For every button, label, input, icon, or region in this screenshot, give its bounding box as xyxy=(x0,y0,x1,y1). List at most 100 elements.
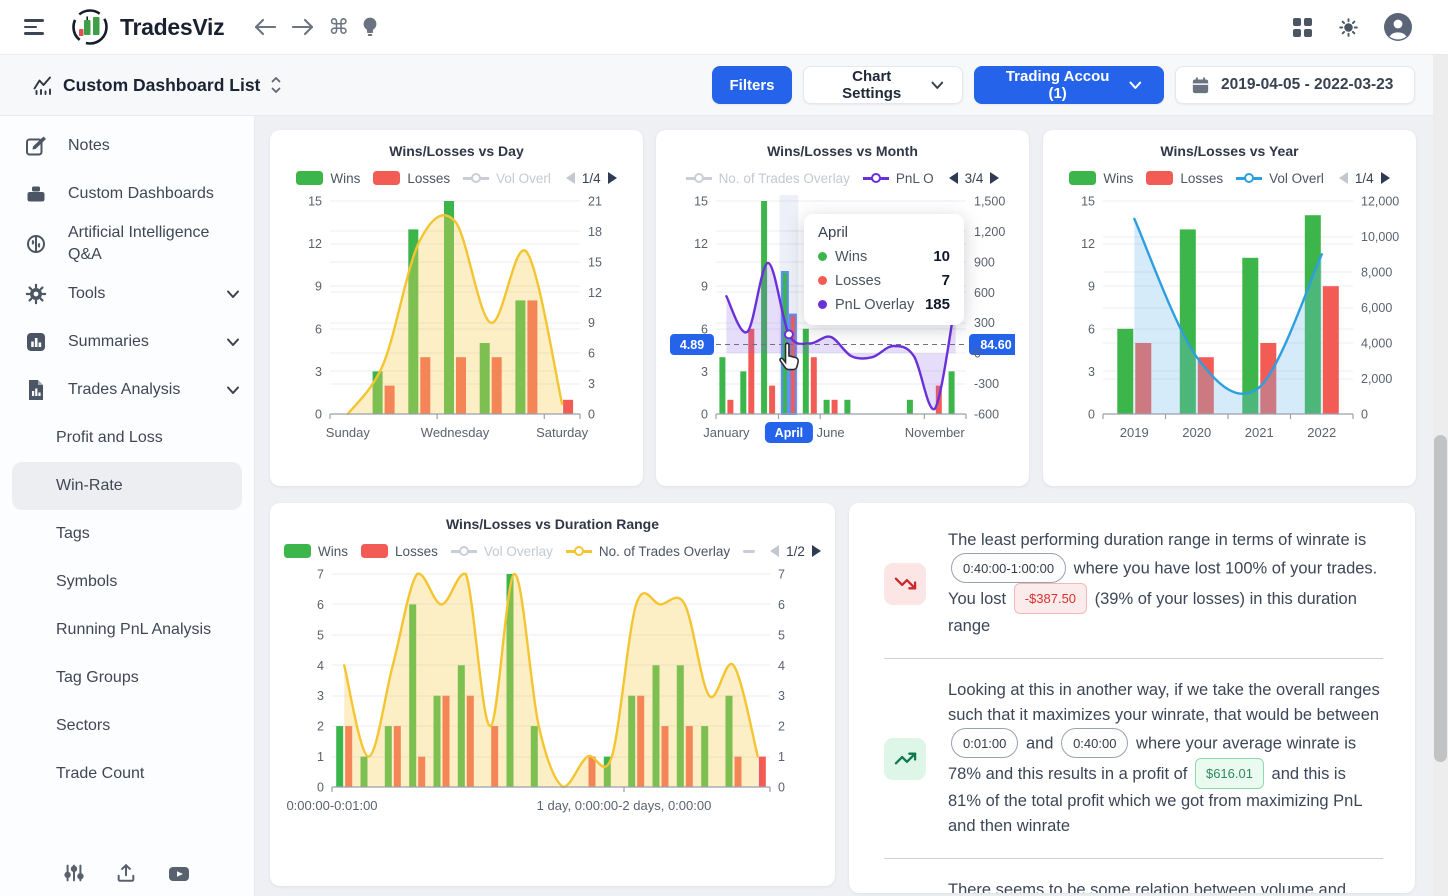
sidebar-item-label: Sectors xyxy=(56,717,111,734)
calendar-icon xyxy=(1192,76,1209,93)
legend-swatch xyxy=(373,171,401,185)
legend-item-vol-overl[interactable]: Vol Overl xyxy=(1236,171,1324,186)
svg-text:0: 0 xyxy=(1361,408,1368,422)
filters-button[interactable]: Filters xyxy=(712,66,792,104)
tooltip-series-label: PnL Overlay xyxy=(835,296,915,313)
legend-item-vol-overlay[interactable]: Vol Overlay xyxy=(450,544,553,559)
legend-item-wins[interactable]: Wins xyxy=(1069,171,1133,186)
chart-settings-button[interactable]: Chart Settings xyxy=(803,66,963,104)
legend-prev-arrow[interactable] xyxy=(948,172,958,184)
profit-amount-badge: $616.01 xyxy=(1194,758,1264,789)
apps-grid-icon[interactable] xyxy=(1292,12,1313,42)
forward-arrow-icon[interactable] xyxy=(290,12,316,42)
sidebar-item-summaries[interactable]: Summaries xyxy=(0,318,254,366)
legend-line-marker xyxy=(685,172,712,184)
svg-text:3: 3 xyxy=(1088,365,1095,379)
wins-bar xyxy=(725,695,733,787)
scrollbar-thumb[interactable] xyxy=(1434,435,1447,762)
chart-legend: Wins Losses Vol Overl 1/4 xyxy=(1043,167,1416,189)
sidebar-item-notes[interactable]: Notes xyxy=(0,122,254,170)
wins-bar xyxy=(506,574,514,787)
upload-icon[interactable] xyxy=(115,862,137,886)
avatar[interactable] xyxy=(1384,12,1412,42)
tradesviz-logo-icon[interactable] xyxy=(70,7,110,47)
legend-prev-arrow[interactable] xyxy=(1338,172,1348,184)
sidebar-item-win-rate[interactable]: Win-Rate xyxy=(12,462,242,510)
theme-toggle-icon[interactable] xyxy=(1339,12,1358,42)
svg-text:84.60: 84.60 xyxy=(980,338,1011,352)
sidebar-item-tag-groups[interactable]: Tag Groups xyxy=(0,654,254,702)
legend-item-no-of-trades-overlay[interactable]: No. of Trades Overlay xyxy=(685,171,850,186)
sidebar-item-symbols[interactable]: Symbols xyxy=(0,558,254,606)
losses-bar xyxy=(758,756,766,787)
legend-next-arrow[interactable] xyxy=(607,172,617,184)
chart-card-wins-losses-vs-year: Wins/Losses vs Year Wins Losses Vol Overl 1/… xyxy=(1043,130,1416,486)
insight-text-segment: and xyxy=(1021,734,1059,753)
wins-bar xyxy=(740,371,747,414)
losses-bar xyxy=(748,328,755,414)
scrollbar-track[interactable] xyxy=(1433,55,1448,896)
wins-bar xyxy=(652,665,660,787)
youtube-icon[interactable] xyxy=(167,862,191,886)
sidebar-item-label: Tags xyxy=(56,525,90,542)
legend-item-[interactable] xyxy=(743,549,756,553)
svg-text:2: 2 xyxy=(317,720,324,734)
svg-text:15: 15 xyxy=(588,255,602,269)
sidebar-item-artificial-intelligence-q-a[interactable]: Artificial Intelligence Q&A xyxy=(0,218,254,270)
legend-item-no-of-trades-overlay[interactable]: No. of Trades Overlay xyxy=(565,544,730,559)
back-arrow-icon[interactable] xyxy=(252,12,278,42)
notes-icon xyxy=(24,134,48,158)
sidebar-item-tools[interactable]: Tools xyxy=(0,270,254,318)
legend-next-arrow[interactable] xyxy=(811,545,821,557)
legend-line-marker xyxy=(463,172,490,184)
sidebar-item-tags[interactable]: Tags xyxy=(0,510,254,558)
overlay-line xyxy=(343,572,759,789)
insight-text-segment: (39% of your losses) in this duration ra… xyxy=(948,590,1357,635)
legend-item-vol-overl[interactable]: Vol Overl xyxy=(463,171,551,186)
legend-label: PnL O xyxy=(895,170,934,186)
summary-icon xyxy=(24,330,48,354)
sidebar-item-sectors[interactable]: Sectors xyxy=(0,702,254,750)
menu-icon[interactable] xyxy=(24,19,46,35)
legend-next-arrow[interactable] xyxy=(990,172,1000,184)
wins-bar xyxy=(360,756,368,787)
legend-label: Wins xyxy=(330,170,361,186)
chart-plot-wins-losses-vs-duration-range[interactable]: 7 6 5 4 3 2 1 0 7 6 5 4 3 2 1 0 0:00:00-0:01:00 1 day, 0:… xyxy=(284,566,821,816)
tooltip-series-value: 10 xyxy=(933,248,950,265)
insight-row-3: There seems to be some relation between … xyxy=(884,858,1383,893)
legend-prev-arrow[interactable] xyxy=(770,545,780,557)
duration-range-pill[interactable]: 0:40:00-1:00:00 xyxy=(951,553,1067,583)
accounts-button[interactable]: Trading Accou (1) xyxy=(974,66,1164,104)
losses-bar xyxy=(788,313,797,415)
legend-item-losses[interactable]: Losses xyxy=(361,544,438,559)
legend-item-wins[interactable]: Wins xyxy=(284,544,348,559)
legend-item-losses[interactable]: Losses xyxy=(373,171,450,186)
command-icon[interactable]: ⌘ xyxy=(328,12,349,42)
losses-bar xyxy=(1322,286,1339,414)
legend-item-losses[interactable]: Losses xyxy=(1146,171,1223,186)
duration-range-pill[interactable]: 0:40:00 xyxy=(1061,728,1129,758)
insight-text: The least performing duration range in t… xyxy=(948,528,1383,639)
svg-text:900: 900 xyxy=(974,255,995,269)
sidebar-item-custom-dashboards[interactable]: Custom Dashboards xyxy=(0,170,254,218)
sidebar-item-trade-count[interactable]: Trade Count xyxy=(0,750,254,798)
legend-prev-arrow[interactable] xyxy=(565,172,575,184)
chart-plot-wins-losses-vs-day[interactable]: 15 12 9 6 3 0 21 18 15 12 9 6 3 0 Sunday Wednesday Satur… xyxy=(284,193,629,443)
legend-item-wins[interactable]: Wins xyxy=(296,171,360,186)
insight-text-segment: and this is 81% of the total profit whic… xyxy=(948,765,1362,835)
svg-text:6: 6 xyxy=(701,322,708,336)
svg-text:-600: -600 xyxy=(974,408,999,422)
losses-bar xyxy=(420,357,431,414)
sort-icon[interactable] xyxy=(270,76,282,94)
svg-text:12: 12 xyxy=(308,237,322,251)
date-range-picker[interactable]: 2019-04-05 - 2022-03-23 xyxy=(1175,66,1415,104)
sidebar-item-trades-analysis[interactable]: Trades Analysis xyxy=(0,366,254,414)
duration-range-pill[interactable]: 0:01:00 xyxy=(951,728,1019,758)
chart-plot-wins-losses-vs-year[interactable]: 15 12 9 6 3 0 12,000 10,000 8,000 6,000 4,000 2,000… xyxy=(1057,193,1402,443)
sidebar-item-profit-and-loss[interactable]: Profit and Loss xyxy=(0,414,254,462)
legend-next-arrow[interactable] xyxy=(1380,172,1390,184)
sliders-icon[interactable] xyxy=(63,862,85,886)
lightbulb-icon[interactable] xyxy=(361,12,379,42)
sidebar-item-running-pnl-analysis[interactable]: Running PnL Analysis xyxy=(0,606,254,654)
legend-item-pnl-o[interactable]: PnL O xyxy=(862,170,934,186)
